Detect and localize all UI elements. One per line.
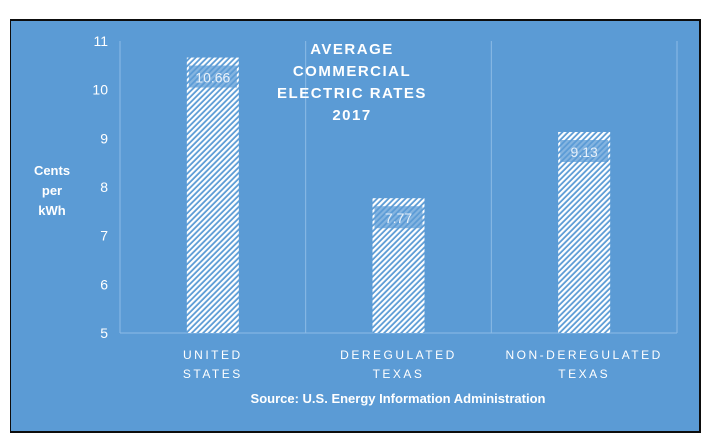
data-label: 9.13 [571, 144, 598, 160]
y-tick-label: 10 [92, 82, 108, 98]
category-label: TEXAS [373, 367, 425, 381]
category-label: NON-DEREGULATED [506, 348, 663, 362]
data-label: 7.77 [385, 210, 412, 226]
y-tick-label: 11 [93, 33, 108, 49]
category-label: DEREGULATED [340, 348, 457, 362]
source-note: Source: U.S. Energy Information Administ… [251, 391, 546, 406]
data-label-box [374, 206, 423, 229]
y-axis-label: Cents [34, 163, 70, 178]
chart-title: ELECTRIC RATES [277, 85, 427, 102]
y-axis-label: per [42, 183, 62, 198]
data-label-box [560, 140, 609, 163]
category-label: TEXAS [558, 367, 610, 381]
data-label-box [188, 65, 237, 88]
category-label: UNITED [183, 348, 243, 362]
chart-title: AVERAGE [310, 41, 394, 58]
y-tick-label: 7 [100, 228, 108, 244]
data-label: 10.66 [195, 70, 230, 86]
y-tick-label: 5 [100, 325, 108, 341]
y-tick-label: 8 [100, 179, 108, 195]
bar [186, 57, 239, 334]
category-label: STATES [183, 367, 243, 381]
y-tick-label: 9 [100, 130, 108, 146]
bar [558, 132, 611, 333]
y-axis-label: kWh [38, 203, 66, 218]
chart-title: COMMERCIAL [293, 63, 411, 80]
chart-title: 2017 [332, 107, 371, 124]
y-tick-label: 6 [100, 276, 108, 292]
